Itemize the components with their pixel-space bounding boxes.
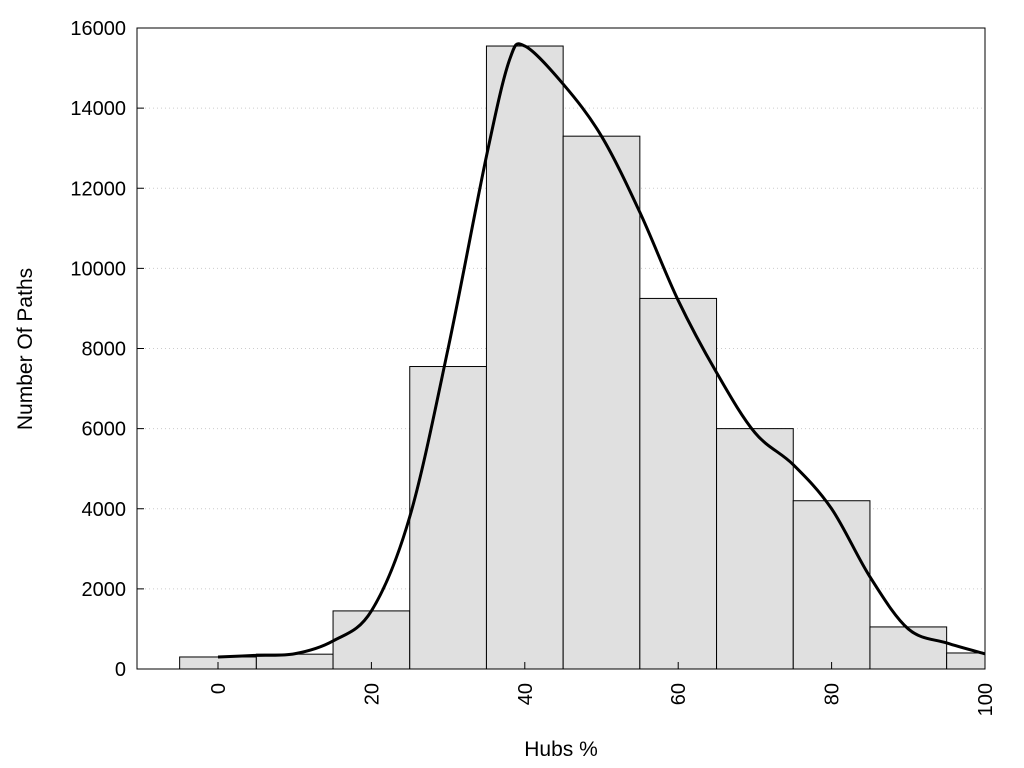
- histogram-bar: [485, 45, 564, 670]
- x-tick-label: 80: [822, 683, 844, 705]
- histogram-bar: [792, 500, 871, 670]
- bars: [179, 45, 986, 670]
- y-tick-label: 14000: [70, 98, 126, 120]
- density-curve-line: [217, 42, 986, 659]
- histogram-bar: [562, 135, 641, 670]
- density-curve: [217, 42, 986, 659]
- x-tick-label: 20: [361, 683, 383, 705]
- y-tick-label: 4000: [82, 499, 127, 521]
- histogram-bar: [332, 610, 411, 670]
- x-tick-label: 100: [975, 683, 997, 716]
- y-tick-label: 10000: [70, 258, 126, 280]
- histogram-bar: [716, 428, 794, 670]
- y-tick-label: 2000: [82, 579, 127, 601]
- x-tick-label: 40: [515, 683, 537, 705]
- y-tick-label: 8000: [82, 339, 127, 361]
- x-axis-ticks: 0 20 40 60 80 100: [208, 662, 997, 716]
- histogram-bar: [946, 652, 986, 670]
- y-tick-label: 16000: [70, 18, 126, 40]
- x-axis-title: Hubs %: [524, 738, 598, 761]
- x-tick-label: 60: [668, 683, 690, 705]
- y-tick-label: 12000: [70, 178, 126, 200]
- histogram-bar: [869, 626, 948, 670]
- histogram-bar: [409, 366, 487, 670]
- y-axis-ticks: 0 2000 4000 6000 8000 10000 12000 14000 16000: [70, 18, 144, 681]
- y-axis-title: Number Of Paths: [14, 268, 37, 430]
- y-tick-label: 6000: [82, 419, 127, 441]
- x-tick-label: 0: [208, 683, 230, 694]
- y-tick-label: 0: [115, 659, 126, 681]
